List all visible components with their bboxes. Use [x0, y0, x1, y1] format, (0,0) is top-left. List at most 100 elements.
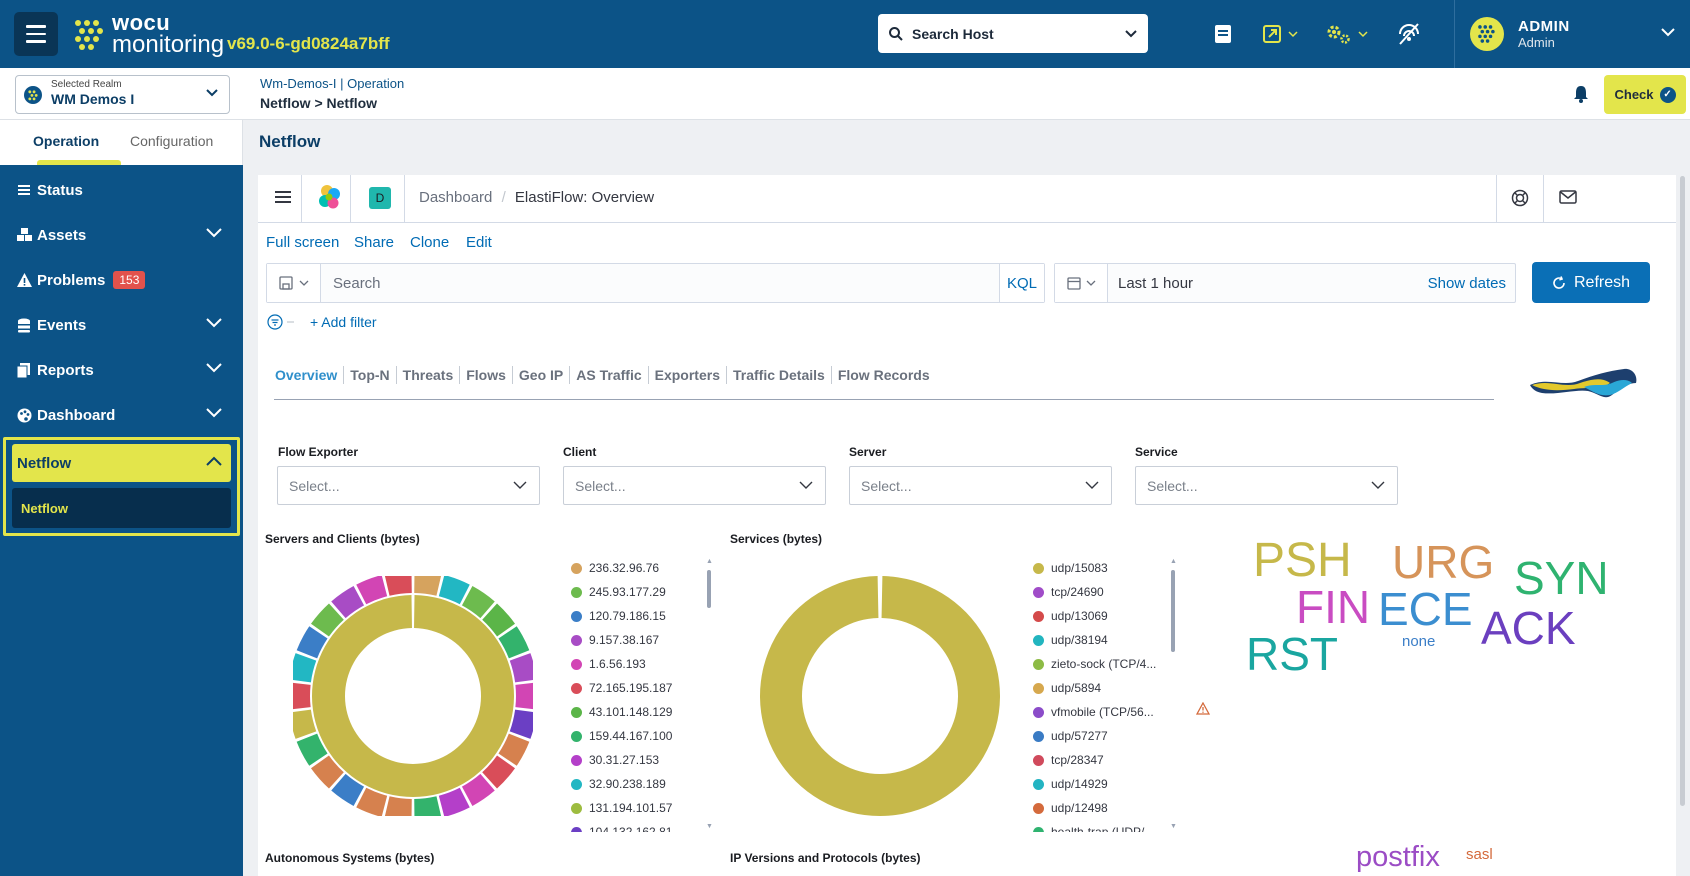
donut-outer-slice[interactable]	[482, 603, 516, 637]
main-menu-button[interactable]	[14, 12, 58, 56]
nav-link-flow-records[interactable]: Flow Records	[837, 367, 930, 383]
server-select[interactable]: Select...	[849, 466, 1112, 505]
tag-cloud-word[interactable]: ACK	[1481, 602, 1576, 654]
donut-outer-slice[interactable]	[296, 626, 328, 659]
legend-scrollbar[interactable]	[707, 570, 711, 608]
donut-outer-slice[interactable]	[331, 586, 365, 619]
donut-inner-slice[interactable]	[312, 595, 514, 797]
donut-outer-slice[interactable]	[384, 796, 412, 816]
donut-outer-slice[interactable]	[498, 626, 530, 659]
tab-operation[interactable]: Operation	[33, 133, 100, 149]
donut-outer-slice[interactable]	[356, 576, 388, 605]
legend-item[interactable]: udp/12498	[1033, 796, 1173, 820]
donut-outer-slice[interactable]	[461, 773, 495, 806]
tab-configuration[interactable]: Configuration	[130, 133, 214, 149]
clone-link[interactable]: Clone	[410, 234, 450, 251]
search-host-select[interactable]: Search Host	[878, 14, 1148, 53]
settings-menu[interactable]	[1326, 20, 1368, 48]
scroll-down-icon[interactable]: ▼	[1170, 823, 1177, 830]
legend-item[interactable]: 236.32.96.76	[571, 556, 691, 580]
time-range-value[interactable]: Last 1 hour	[1118, 275, 1194, 292]
user-menu[interactable]: ADMIN Admin	[1518, 18, 1570, 50]
legend-item[interactable]: 131.194.101.57	[571, 796, 691, 820]
nav-link-traffic-details[interactable]: Traffic Details	[732, 367, 825, 383]
edit-link[interactable]: Edit	[466, 234, 492, 251]
filter-options-icon[interactable]	[267, 314, 301, 330]
connection-status-button[interactable]	[1396, 20, 1422, 48]
help-icon[interactable]	[1511, 189, 1529, 207]
legend-item[interactable]: 9.157.38.167	[571, 628, 691, 652]
legend-item[interactable]: 1.6.56.193	[571, 652, 691, 676]
nav-link-flows[interactable]: Flows	[466, 367, 506, 383]
warning-icon[interactable]	[1196, 702, 1210, 715]
legend-item[interactable]: udp/57277	[1033, 724, 1173, 748]
tag-cloud-word[interactable]: FIN	[1296, 581, 1371, 633]
quick-time-button[interactable]	[1055, 264, 1108, 302]
breadcrumb-realm[interactable]: Wm-Demos-I | Operation	[260, 76, 405, 91]
scroll-up-icon[interactable]: ▲	[706, 558, 713, 565]
legend-item[interactable]: health-trap (UDP/...	[1033, 820, 1173, 832]
service-select[interactable]: Select...	[1135, 466, 1398, 505]
legend-item[interactable]: 104.132.162.81	[571, 820, 691, 832]
donut-outer-slice[interactable]	[293, 653, 317, 683]
full-screen-link[interactable]: Full screen	[266, 234, 340, 251]
legend-item[interactable]: udp/5894	[1033, 676, 1173, 700]
sidebar-item-events[interactable]: Events	[0, 307, 243, 343]
mail-icon[interactable]	[1559, 189, 1577, 205]
user-avatar[interactable]	[1470, 17, 1504, 51]
legend-item[interactable]: 32.90.238.189	[571, 772, 691, 796]
kql-toggle[interactable]: KQL	[999, 264, 1044, 302]
nav-link-exporters[interactable]: Exporters	[654, 367, 720, 383]
donut-outer-slice[interactable]	[331, 773, 365, 806]
search-input[interactable]: Search	[333, 275, 381, 292]
legend-item[interactable]: 159.44.167.100	[571, 724, 691, 748]
legend-scrollbar[interactable]	[1171, 570, 1175, 652]
space-avatar[interactable]: D	[369, 187, 391, 209]
page-scrollbar[interactable]	[1680, 176, 1685, 806]
donut-outer-slice[interactable]	[414, 576, 442, 596]
donut-outer-slice[interactable]	[482, 755, 516, 789]
legend-item[interactable]: udp/15083	[1033, 556, 1173, 580]
donut-outer-slice[interactable]	[356, 787, 388, 816]
bell-icon[interactable]	[1572, 84, 1590, 104]
sidebar-item-status[interactable]: Status	[0, 172, 243, 208]
legend-item[interactable]: udp/14929	[1033, 772, 1173, 796]
legend-item[interactable]: tcp/24690	[1033, 580, 1173, 604]
donut-outer-slice[interactable]	[438, 787, 470, 816]
sidebar-item-reports[interactable]: Reports	[0, 352, 243, 388]
sidebar-subitem-netflow[interactable]: Netflow	[12, 488, 231, 528]
legend-item[interactable]: 72.165.195.187	[571, 676, 691, 700]
add-filter-link[interactable]: + Add filter	[310, 314, 377, 330]
saved-query-button[interactable]	[267, 264, 321, 302]
nav-link-overview[interactable]: Overview	[275, 367, 338, 383]
donut-outer-slice[interactable]	[293, 709, 317, 739]
legend-item[interactable]: 245.93.177.29	[571, 580, 691, 604]
nav-link-as-traffic[interactable]: AS Traffic	[576, 367, 642, 383]
legend-item[interactable]: 120.79.186.15	[571, 604, 691, 628]
sidebar-item-problems[interactable]: Problems 153	[0, 262, 243, 298]
tag-cloud-word[interactable]: postfix	[1356, 841, 1440, 873]
donut-outer-slice[interactable]	[293, 682, 311, 710]
sidebar-item-dashboard[interactable]: Dashboard	[0, 397, 243, 433]
legend-item[interactable]: udp/38194	[1033, 628, 1173, 652]
tag-cloud-word[interactable]: none	[1402, 633, 1436, 650]
tag-cloud-word[interactable]: SYN	[1514, 552, 1609, 604]
donut-outer-slice[interactable]	[414, 796, 442, 816]
client-select[interactable]: Select...	[563, 466, 826, 505]
check-button[interactable]: Check ✓	[1604, 75, 1686, 114]
legend-item[interactable]: udp/13069	[1033, 604, 1173, 628]
tag-cloud-word[interactable]: PSH	[1253, 534, 1352, 587]
legend-item[interactable]: 30.31.27.153	[571, 748, 691, 772]
donut-outer-slice[interactable]	[509, 653, 533, 683]
nav-link-geo-ip[interactable]: Geo IP	[518, 367, 564, 383]
legend-item[interactable]: 43.101.148.129	[571, 700, 691, 724]
chevron-down-icon[interactable]	[1660, 27, 1676, 37]
flow-exporter-select[interactable]: Select...	[277, 466, 540, 505]
kibana-menu-icon[interactable]	[275, 190, 291, 204]
donut-outer-slice[interactable]	[310, 755, 344, 789]
donut-slice[interactable]	[760, 576, 1000, 816]
legend-item[interactable]: zieto-sock (TCP/4...	[1033, 652, 1173, 676]
donut-outer-slice[interactable]	[498, 733, 530, 766]
share-link[interactable]: Share	[354, 234, 395, 251]
legend-item[interactable]: tcp/28347	[1033, 748, 1173, 772]
